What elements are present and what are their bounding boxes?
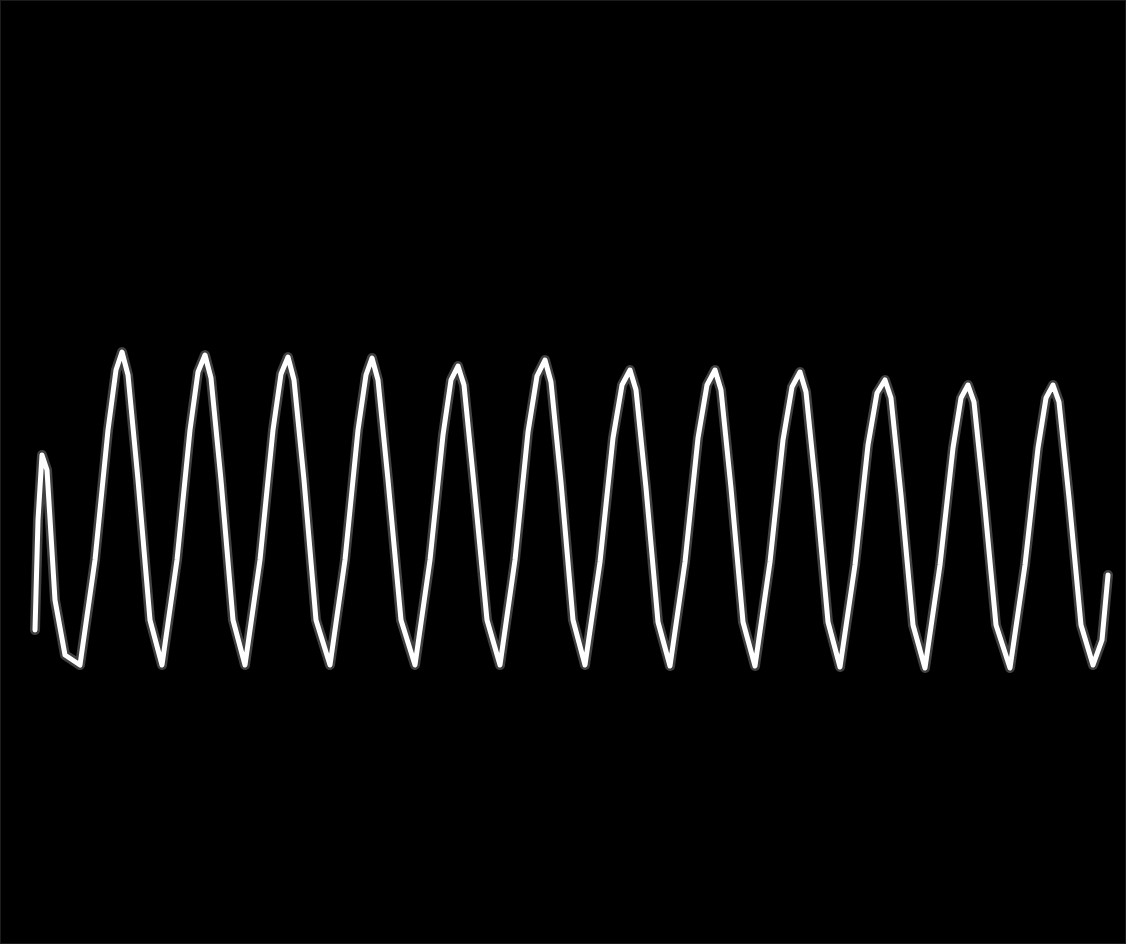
trace-group (35, 352, 1108, 668)
oscilloscope-screen (0, 0, 1126, 944)
background (0, 0, 1126, 944)
trace-glow (35, 352, 1108, 668)
plot-frame (1, 1, 1126, 944)
waveform-trace (35, 352, 1108, 668)
